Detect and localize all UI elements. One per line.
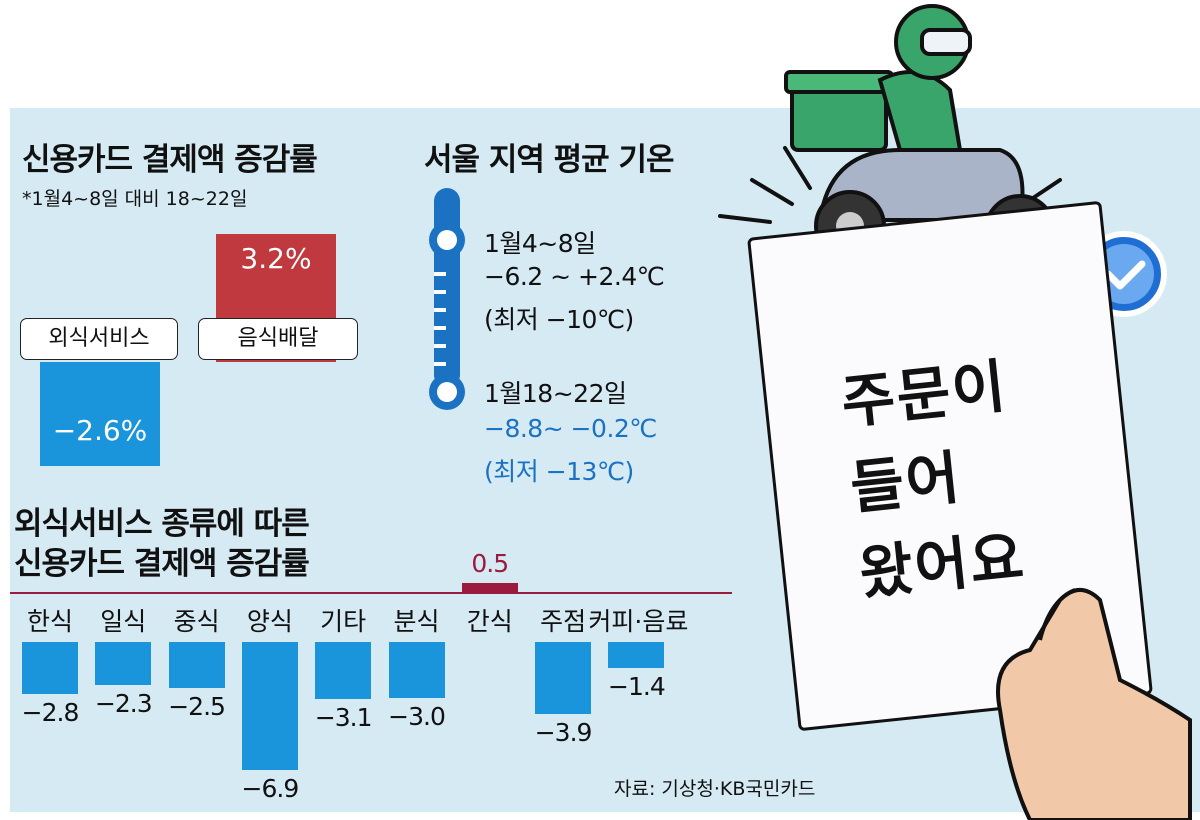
bottom-category-0: 한식 — [26, 607, 73, 636]
period2-range: −8.8~ −0.2℃ — [484, 414, 657, 443]
bottom-bar-value-4: −3.1 — [314, 703, 373, 733]
bottom-bar-0 — [22, 642, 78, 694]
top-category-0: 외식서비스 — [20, 318, 178, 360]
bottom-category-6: 간식 — [466, 607, 513, 636]
bottom-category-7: 주점 — [540, 607, 587, 636]
bottom-bar-value-1: −2.3 — [94, 688, 153, 718]
bottom-bar-2 — [168, 642, 225, 689]
bottom-bar-4 — [315, 642, 372, 700]
bottom-bar-value-3: −6.9 — [241, 773, 300, 803]
period1-range: −6.2 ~ +2.4℃ — [484, 262, 665, 291]
period2-label: 1월18~22일 — [484, 379, 627, 408]
top-chart-subtitle: *1월4~8일 대비 18~22일 — [22, 188, 248, 210]
hand-icon — [996, 588, 1192, 820]
bottom-bar-8 — [608, 642, 665, 668]
bottom-bar-1 — [95, 642, 152, 685]
bottom-bar-value-6: 0.5 — [471, 548, 509, 578]
bottom-axis-line — [10, 592, 732, 594]
bottom-category-4: 기타 — [320, 607, 367, 636]
bottom-bar-3 — [241, 642, 298, 770]
bottom-category-3: 양식 — [246, 607, 293, 636]
thermometer-icon — [429, 188, 465, 410]
top-chart-title: 신용카드 결제액 증감률 — [22, 142, 318, 178]
bottom-chart-title-line2: 신용카드 결제액 증감률 — [14, 546, 310, 582]
temperature-title: 서울 지역 평균 기온 — [424, 142, 675, 178]
bottom-category-5: 분식 — [393, 607, 440, 636]
bottom-bar-value-8: −1.4 — [608, 671, 666, 701]
bottom-category-8: 커피·음료 — [588, 607, 689, 636]
top-bar-value-0: −2.6% — [52, 414, 148, 447]
bottom-chart-title-line1: 외식서비스 종류에 따른 — [14, 506, 310, 542]
source-note: 자료: 기상청·KB국민카드 — [614, 778, 816, 800]
bottom-bar-value-2: −2.5 — [168, 692, 226, 722]
top-bar-0 — [40, 362, 160, 466]
bottom-category-1: 일식 — [100, 607, 147, 636]
top-bar-value-1: 3.2% — [240, 242, 312, 275]
period2-min: (최저 −13℃) — [484, 457, 634, 486]
bottom-bar-value-0: −2.8 — [21, 697, 80, 727]
bottom-bar-7 — [535, 642, 592, 715]
period1-min: (최저 −10℃) — [484, 305, 634, 334]
period1-label: 1월4~8일 — [484, 229, 596, 258]
bottom-bar-value-7: −3.9 — [534, 718, 593, 748]
bottom-bar-5 — [388, 642, 445, 698]
top-category-1: 음식배달 — [198, 318, 358, 360]
bottom-category-2: 중식 — [173, 607, 220, 636]
bottom-bar-6 — [461, 582, 518, 592]
bottom-bar-value-5: −3.0 — [388, 701, 446, 731]
